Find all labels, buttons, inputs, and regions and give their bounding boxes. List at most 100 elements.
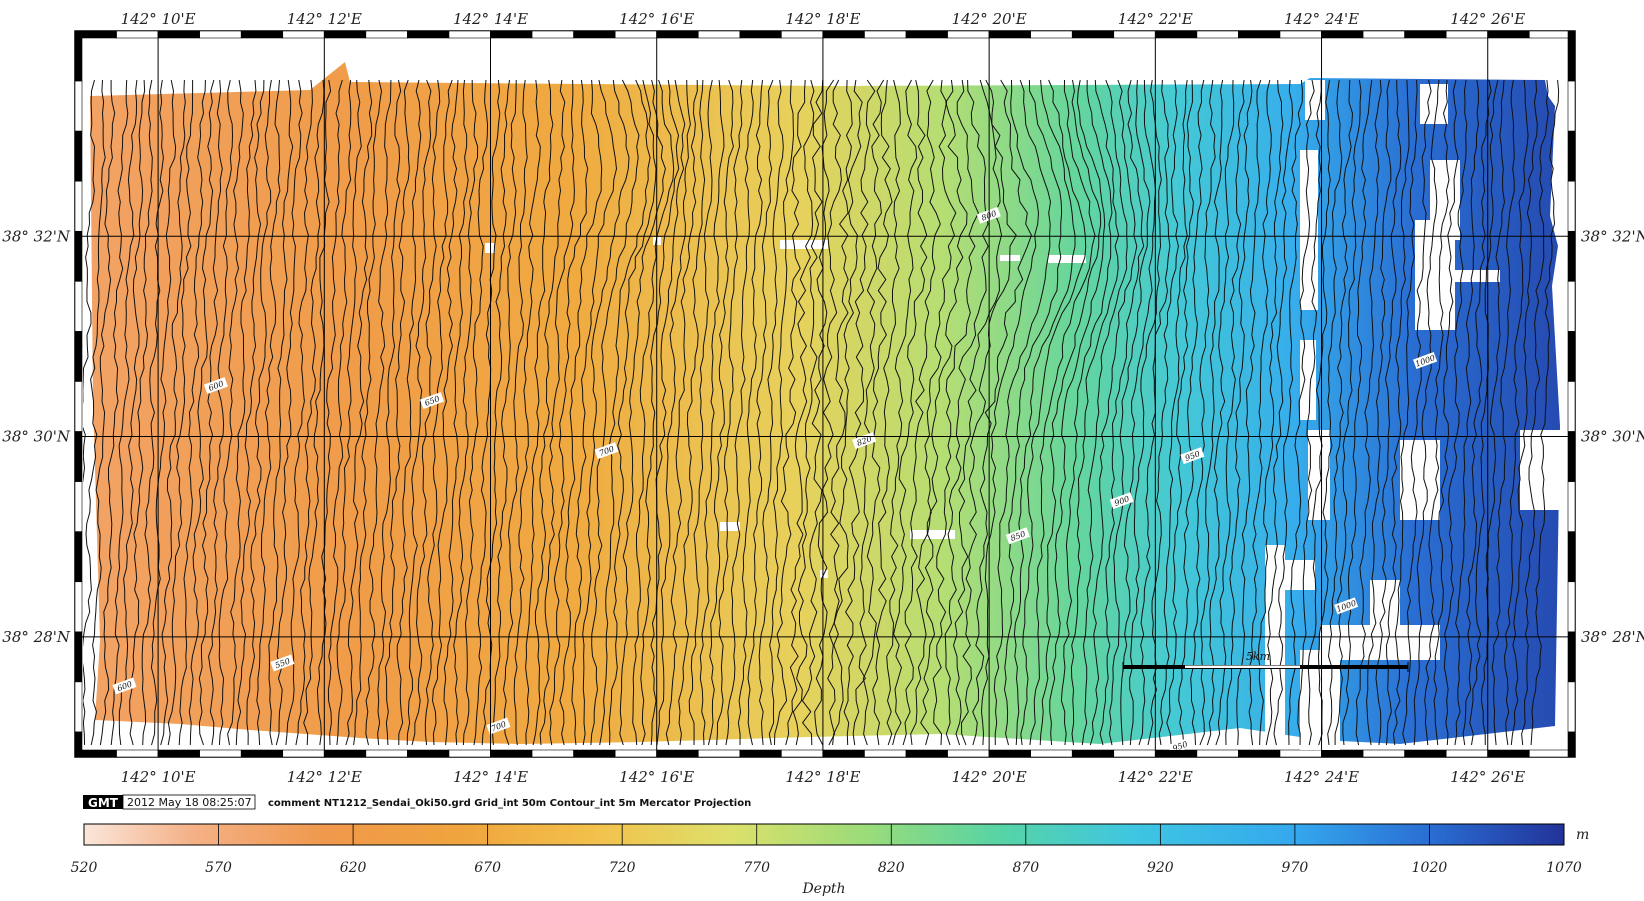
longitude-label: 142° 12'E [287,768,362,786]
contour-line [1355,79,1382,746]
contour-line [792,79,824,746]
frame-tick-segment [1279,30,1322,39]
colorbar-tick-label: 820 [878,860,905,876]
contour-line [1462,79,1492,746]
contour-line [1029,79,1096,746]
contour-line [316,79,343,746]
longitude-label: 142° 16'E [619,768,694,786]
contour-line [353,79,383,746]
contour-line [559,79,603,746]
contour-line [473,79,501,746]
contour-line [1089,79,1138,746]
contour-line [1334,79,1362,745]
longitude-label: 142° 18'E [785,768,860,786]
contour-line [1199,79,1224,746]
contour-line [852,79,885,746]
scale-bar: 5km [1122,650,1409,672]
longitude-label: 142° 22'E [1118,768,1193,786]
frame-tick-segment [822,749,865,758]
frame-tick-segment [822,30,865,39]
contour-label-box [1167,737,1192,750]
contour-label-box [1109,492,1134,510]
contour-line [129,79,153,746]
frame-tick-segment [1567,481,1576,532]
frame-tick-segment [324,30,367,39]
contour-line [758,79,784,746]
contour-line [582,79,630,746]
contour-line [1060,79,1113,746]
contour-line [1081,79,1128,746]
frame-tick-segment [1155,30,1198,39]
contour-label-text: 950 [1171,740,1188,754]
frame-tick-segment [1567,180,1576,232]
contour-line [1013,79,1076,746]
frame-tick-segment [1567,731,1576,758]
frame-tick-segment [1196,749,1239,758]
contour-line [198,79,223,746]
frame-tick-segment [1321,30,1364,39]
contour-label-box [486,717,511,735]
longitude-label: 142° 18'E [785,10,860,28]
latitude-label: 38° 30'N [2,428,71,446]
latitude-label: 38° 28'N [1581,628,1644,646]
contour-line [384,79,410,746]
contour-line [549,79,589,746]
frame-tick-segment [74,431,83,482]
gmt-logo: GMT [88,796,119,810]
frame-tick-segment [407,749,450,758]
contour-line [716,79,743,746]
colorbar-tick-label: 1020 [1412,860,1448,876]
contour-line [218,79,244,746]
contour-line [774,79,806,746]
contour-line [377,79,402,746]
frame-tick-segment [199,30,242,39]
frame-tick-segment [1279,749,1322,758]
contour-line [502,79,528,746]
contour-line [1070,79,1120,746]
longitude-labels-top: 142° 10'E 142° 12'E 142° 14'E 142° 16'E 142°… [121,10,1526,28]
frame-tick-segment [988,30,1031,39]
contour-line [424,79,453,746]
colorbar-tick-label: 1070 [1546,860,1582,876]
colorbar-tick-label: 670 [474,860,501,876]
bathymetry-surface [90,62,1560,744]
longitude-label: 142° 20'E [952,10,1027,28]
contour-line [1424,79,1450,746]
contour-line [932,79,979,746]
frame-tick-segment [905,30,948,39]
frame-tick-segment [1567,230,1576,282]
latitude-labels-right: 38° 32'N 38° 30'N 38° 28'N [1581,227,1644,646]
contour-line [1521,79,1549,746]
contour-line [665,79,698,746]
frame-tick-segment [74,130,83,182]
contour-label-box [594,442,619,460]
longitude-label: 142° 22'E [1118,10,1193,28]
contour-line [1385,79,1410,746]
contour-line [619,79,666,746]
frame-tick-segment [1567,381,1576,432]
contour-line [650,79,686,746]
frame-tick-segment [282,30,325,39]
contour-line [993,79,1052,746]
contour-line [599,79,651,746]
contour-line [843,79,876,746]
contour-line [747,79,774,746]
contour-line [256,79,281,746]
colorbar-tick-label: 770 [743,860,770,876]
contour-line [972,79,1032,746]
contour-line [431,79,459,746]
contour-line [411,79,441,746]
colorbar-tick-label: 870 [1012,860,1039,876]
contour-line [832,79,863,746]
longitude-label: 142° 12'E [287,10,362,28]
contour-line [1454,79,1479,746]
frame-tick-segment [74,80,83,132]
gmt-logo-box [83,795,123,809]
colorbar-tick-label: 720 [609,860,636,876]
contour-line [608,79,657,746]
contour-line [1342,79,1373,746]
contour-line [1510,79,1538,746]
frame-tick-segment [282,749,325,758]
frame-tick-segment [1567,130,1576,182]
contour-line [188,79,215,746]
